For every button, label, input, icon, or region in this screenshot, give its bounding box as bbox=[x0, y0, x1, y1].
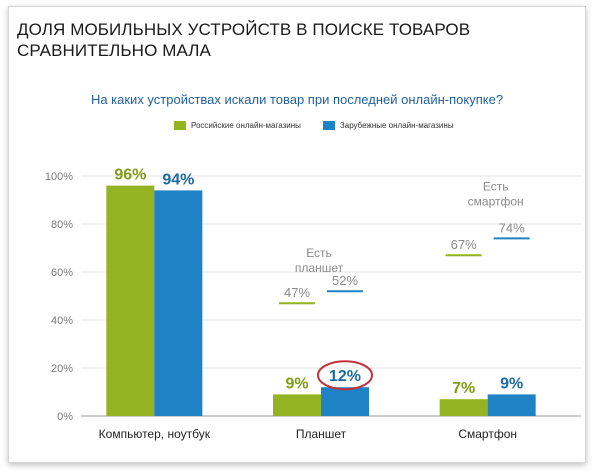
legend-label-russian: Российские онлайн-магазины bbox=[191, 121, 301, 130]
y-tick-label: 20% bbox=[51, 363, 73, 375]
bar-value-label: 94% bbox=[162, 171, 194, 188]
y-tick-label: 80% bbox=[51, 219, 73, 231]
bar-chart: 0% 20% 40% 60% 80% 100% 96% 94% Компьютер, ноутб… bbox=[45, 167, 581, 441]
bar-value-label: 9% bbox=[500, 375, 523, 392]
legend-swatch-foreign bbox=[322, 121, 335, 130]
ownership-note: Есть bbox=[306, 246, 332, 260]
ownership-value-foreign: 74% bbox=[499, 220, 525, 235]
y-tick-label: 100% bbox=[45, 171, 73, 183]
slide-title-line-1: ДОЛЯ МОБИЛЬНЫХ УСТРОЙСТВ В ПОИСКЕ ТОВАРО… bbox=[17, 20, 471, 39]
bar bbox=[321, 387, 369, 416]
ownership-note: Есть bbox=[483, 179, 509, 193]
ownership-value-foreign: 52% bbox=[332, 273, 358, 288]
y-tick-label: 40% bbox=[51, 315, 73, 327]
bar-value-label: 7% bbox=[452, 380, 475, 397]
bar bbox=[487, 394, 536, 416]
ownership-note: планшет bbox=[295, 261, 344, 275]
bar-value-label: 12% bbox=[329, 368, 361, 385]
legend-label-foreign: Зарубежные онлайн-магазины bbox=[339, 121, 454, 130]
bar bbox=[273, 394, 321, 416]
ownership-value-russian: 67% bbox=[451, 237, 477, 252]
legend-swatch-russian bbox=[174, 121, 186, 130]
legend-item-russian: Российские онлайн-магазины bbox=[174, 121, 301, 130]
chart-legend: Российские онлайн-магазины Зарубежные он… bbox=[174, 121, 454, 130]
y-tick-label: 0% bbox=[57, 411, 73, 423]
bar bbox=[154, 190, 203, 416]
category-label: Компьютер, ноутбук bbox=[99, 427, 211, 441]
ownership-value-russian: 47% bbox=[284, 285, 310, 300]
ownership-note: смартфон bbox=[468, 194, 524, 208]
bar-value-label: 9% bbox=[285, 375, 308, 392]
category-label: Смартфон bbox=[458, 427, 517, 441]
highlight-circle bbox=[317, 360, 373, 391]
y-tick-label: 60% bbox=[51, 267, 73, 279]
chart-question: На каких устройствах искали товар при по… bbox=[90, 92, 504, 107]
category-label: Планшет bbox=[296, 427, 347, 441]
bar bbox=[439, 399, 488, 416]
legend-item-foreign: Зарубежные онлайн-магазины bbox=[322, 121, 454, 130]
bar-value-label: 96% bbox=[114, 167, 146, 184]
slide-title-line-2: СРАВНИТЕЛЬНО МАЛА bbox=[17, 41, 211, 60]
bar bbox=[106, 185, 155, 416]
slide: ДОЛЯ МОБИЛЬНЫХ УСТРОЙСТВ В ПОИСКЕ ТОВАРО… bbox=[8, 6, 586, 463]
slide-title: ДОЛЯ МОБИЛЬНЫХ УСТРОЙСТВ В ПОИСКЕ ТОВАРО… bbox=[17, 19, 470, 61]
